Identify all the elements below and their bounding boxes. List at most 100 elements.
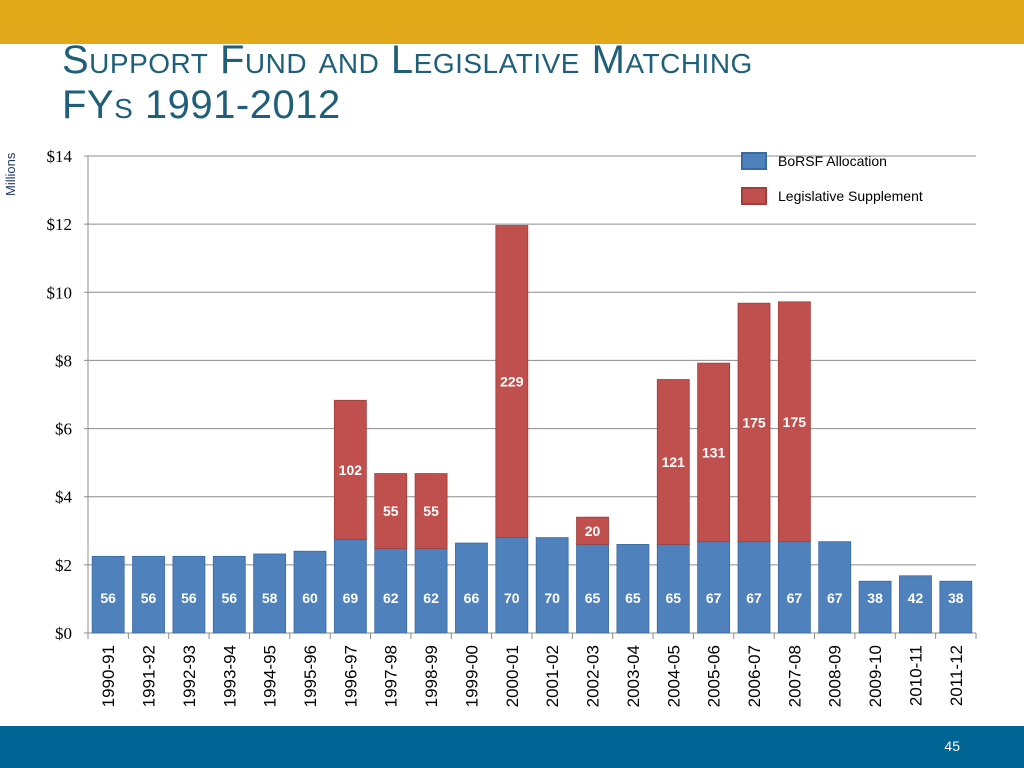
x-tick-label: 1992-93	[180, 645, 199, 707]
x-tick-label: 1994-95	[261, 645, 280, 707]
x-tick-label: 2008-09	[826, 645, 845, 707]
y-tick-label: $2	[55, 556, 72, 575]
title-line-1: Support Fund and Legislative Matching	[62, 38, 753, 82]
bar-supplement	[374, 473, 408, 549]
bar-supplement	[737, 302, 771, 543]
y-tick-label: $6	[55, 420, 72, 439]
bar-borsf	[616, 544, 650, 634]
data-label-borsf: 67	[746, 590, 762, 606]
y-tick-label: $14	[47, 147, 73, 166]
x-tick-label: 1991-92	[140, 645, 159, 707]
x-tick-label: 2011-12	[947, 645, 966, 706]
data-label-borsf: 38	[867, 590, 883, 606]
bar-supplement	[576, 516, 609, 545]
bar-supplement	[333, 399, 367, 540]
data-label-borsf: 60	[302, 590, 318, 606]
data-label-borsf: 56	[100, 590, 116, 606]
data-label-borsf: 58	[262, 590, 278, 606]
legend-swatch-borsf	[741, 152, 767, 170]
bottom-bar: 45	[0, 726, 1024, 768]
stacked-bar-chart: $0 $2 $4 $6 $8 $10 $12 $14 56 1990-91 56 1991-92 56 1…	[47, 147, 977, 707]
slide-title: Support Fund and Legislative Matching FY…	[62, 38, 753, 128]
bar-borsf	[132, 555, 165, 634]
data-label-borsf: 65	[625, 590, 641, 606]
data-label-borsf: 42	[908, 590, 924, 606]
bar-borsf	[333, 538, 367, 634]
data-label-supplement: 20	[585, 523, 601, 539]
y-tick-label: $12	[47, 215, 73, 234]
data-label-supplement: 175	[742, 414, 766, 430]
data-label-borsf: 65	[665, 590, 681, 606]
x-tick-label: 1995-96	[301, 645, 320, 707]
bar-supplement	[697, 362, 731, 543]
x-tick-label: 2007-08	[785, 645, 804, 707]
bar-supplement	[656, 379, 690, 545]
x-tick-label: 2002-03	[584, 645, 603, 707]
data-label-borsf: 62	[383, 590, 399, 606]
bar-borsf	[939, 580, 973, 634]
x-tick-label: 2006-07	[745, 645, 764, 707]
bar-borsf	[293, 550, 327, 634]
bar-borsf	[253, 553, 287, 634]
bar-borsf	[818, 541, 852, 634]
bar-supplement	[495, 225, 529, 539]
bar-supplement	[414, 473, 448, 549]
data-label-borsf: 70	[504, 590, 520, 606]
bar-borsf	[495, 537, 529, 634]
x-tick-label: 2004-05	[664, 645, 683, 707]
data-label-borsf: 62	[423, 590, 439, 606]
data-label-supplement: 175	[783, 414, 807, 430]
data-label-supplement: 121	[662, 454, 686, 470]
bar-borsf	[91, 555, 125, 634]
data-label-borsf: 66	[464, 590, 480, 606]
data-label-borsf: 67	[827, 590, 843, 606]
x-tick-label: 2009-10	[866, 645, 885, 707]
x-tick-label: 1996-97	[341, 645, 360, 707]
page-number: 45	[944, 738, 960, 754]
bar-borsf	[697, 541, 731, 634]
bar-borsf	[899, 575, 932, 634]
bar-borsf	[212, 555, 246, 634]
legend-label-supplement: Legislative Supplement	[778, 188, 923, 204]
x-tick-label: 1999-00	[462, 645, 481, 707]
x-tick-label: 1997-98	[382, 645, 401, 707]
data-label-supplement: 102	[339, 462, 363, 478]
legend-label-borsf: BoRSF Allocation	[778, 153, 887, 169]
x-tick-label: 1990-91	[99, 645, 118, 707]
x-tick-label: 2001-02	[543, 645, 562, 707]
y-tick-label: $10	[47, 283, 73, 302]
x-tick-label: 1993-94	[220, 645, 239, 707]
data-label-borsf: 56	[221, 590, 237, 606]
bar-borsf	[535, 537, 569, 634]
title-line-2: FYs 1991-2012	[62, 82, 341, 127]
y-tick-label: $8	[55, 351, 72, 370]
top-accent-bar	[0, 0, 1024, 44]
legend-swatch-supplement	[741, 187, 767, 205]
bar-borsf	[737, 541, 771, 634]
bar-borsf	[414, 548, 448, 634]
data-label-supplement: 131	[702, 444, 726, 460]
bar-borsf	[858, 580, 892, 634]
bar-supplement	[777, 301, 811, 543]
bar-borsf	[656, 544, 690, 634]
bar-borsf	[172, 555, 206, 634]
bar-borsf	[455, 542, 488, 634]
data-label-borsf: 69	[343, 590, 359, 606]
bar-borsf	[777, 541, 811, 634]
data-label-borsf: 56	[141, 590, 157, 606]
data-label-borsf: 65	[585, 590, 601, 606]
data-label-borsf: 56	[181, 590, 197, 606]
data-label-supplement: 229	[500, 374, 524, 390]
y-tick-label: $4	[55, 488, 73, 507]
x-tick-label: 2005-06	[705, 645, 724, 707]
bar-borsf	[374, 548, 408, 634]
x-tick-label: 1998-99	[422, 645, 441, 707]
data-label-borsf: 67	[706, 590, 722, 606]
data-label-borsf: 67	[787, 590, 803, 606]
data-label-borsf: 38	[948, 590, 964, 606]
bar-borsf	[576, 544, 609, 634]
x-tick-label: 2000-01	[503, 645, 522, 707]
data-label-supplement: 55	[423, 503, 439, 519]
x-tick-label: 2010-11	[906, 645, 925, 706]
x-tick-label: 2003-04	[624, 645, 643, 707]
